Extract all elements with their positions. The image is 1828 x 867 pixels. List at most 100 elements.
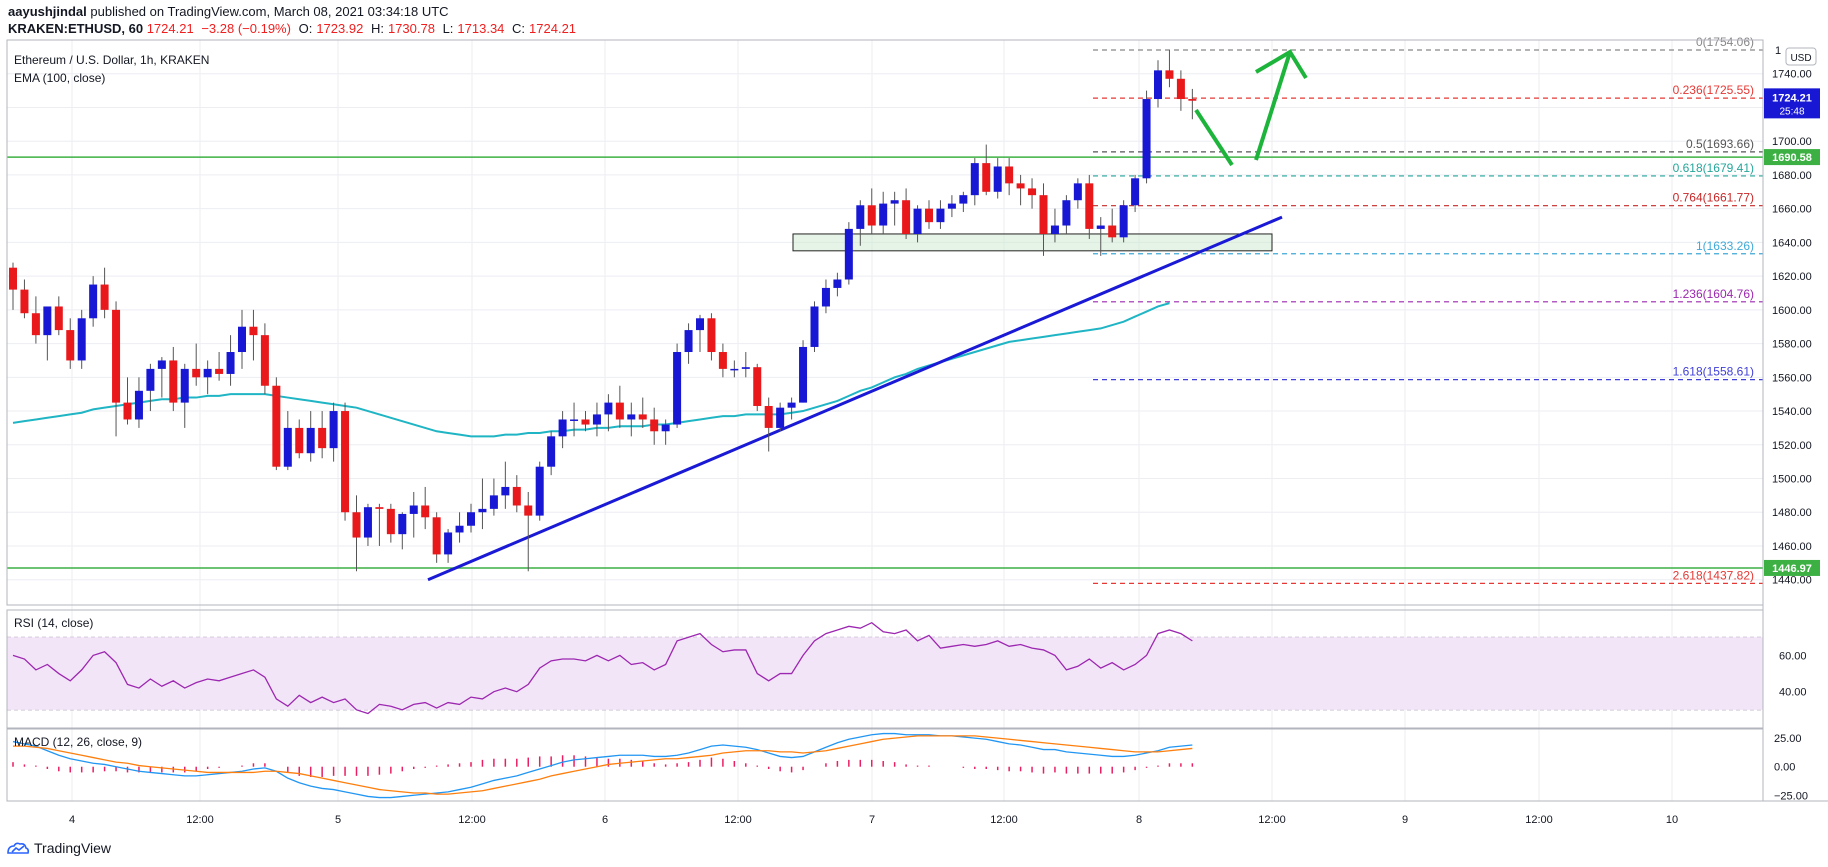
candle-body <box>787 402 796 408</box>
price-axis[interactable]: 1740.001720.001700.001680.001660.001640.… <box>1764 45 1820 802</box>
trendline[interactable] <box>427 215 1283 582</box>
candle-body <box>375 507 384 509</box>
fib-level-label: 1.236(1604.76) <box>1673 287 1754 301</box>
signal-line <box>13 735 1193 795</box>
candle <box>1005 158 1014 196</box>
candle <box>77 309 86 369</box>
price-change: −3.28 (−0.19%) <box>201 21 291 36</box>
candle-body <box>226 352 235 374</box>
candle-body <box>753 367 762 406</box>
projection-arrows[interactable] <box>1194 49 1308 167</box>
candle-body <box>741 367 750 369</box>
open-value: 1723.92 <box>316 21 364 36</box>
publisher-name[interactable]: aayushjindal <box>8 4 87 19</box>
fib-level-label: 2.618(1437.82) <box>1673 568 1754 582</box>
ema-label: EMA (100, close) <box>14 71 105 85</box>
candle-body <box>1028 188 1037 196</box>
chart-title: Ethereum / U.S. Dollar, 1h, KRAKEN <box>14 53 209 67</box>
candle <box>409 492 418 538</box>
ohlc-header: KRAKEN:ETHUSD, 60 1724.21 −3.28 (−0.19%)… <box>8 21 580 36</box>
candle <box>661 419 670 445</box>
candle-body <box>1188 99 1197 101</box>
candle <box>764 397 773 452</box>
candle-body <box>970 163 979 196</box>
tradingview-logo[interactable]: TradingView <box>6 840 111 856</box>
price-chart[interactable]: 0(1754.06) 0.236(1725.55) 0.5(1693.66) 0.61… <box>0 0 1828 835</box>
candle-body <box>1062 200 1071 226</box>
candle-body <box>1005 166 1014 184</box>
candle <box>638 397 647 428</box>
candle <box>844 222 853 285</box>
currency-badge[interactable]: USD <box>1785 47 1817 66</box>
candle-body <box>283 427 292 467</box>
candle-body <box>650 419 659 432</box>
projection-arrow-up <box>1254 51 1292 161</box>
time-tick-label: 12:00 <box>186 814 214 826</box>
candle-body <box>421 505 430 518</box>
candle <box>592 402 601 437</box>
candle <box>43 306 52 361</box>
candle <box>318 411 327 459</box>
candle <box>1142 90 1151 184</box>
candle-body <box>1085 183 1094 229</box>
candle <box>776 402 785 432</box>
time-tick-label: 12:00 <box>1525 814 1553 826</box>
candle <box>226 335 235 386</box>
candle <box>157 357 166 398</box>
candle-body <box>1142 99 1151 179</box>
candle-body <box>432 517 441 555</box>
candle <box>100 267 109 319</box>
candle-body <box>535 466 544 516</box>
support-tag-label: 1690.58 <box>1772 152 1812 164</box>
candle-body <box>341 411 350 513</box>
candle-body <box>764 405 773 428</box>
candle <box>444 529 453 563</box>
candle <box>1062 195 1071 234</box>
candle-body <box>215 368 224 374</box>
last-price: 1724.21 <box>146 21 194 36</box>
candle-body <box>925 208 933 223</box>
candle <box>604 394 613 432</box>
candle <box>489 478 498 516</box>
candle <box>386 503 395 543</box>
candle <box>753 363 762 412</box>
price-tick-label: 1700.00 <box>1772 136 1812 148</box>
candle <box>432 512 441 563</box>
candle <box>398 512 407 550</box>
pane-frame <box>6 39 1764 606</box>
candle <box>925 200 933 229</box>
support-tag-bg <box>1764 559 1820 576</box>
candle <box>730 360 739 378</box>
candle-body <box>547 436 556 467</box>
candle <box>146 363 155 412</box>
candle <box>329 402 338 462</box>
candle <box>478 478 487 530</box>
time-axis[interactable]: 4 12:00 5 12:00 6 12:00 7 12:00 8 12:00 9 12:00 10 <box>69 814 1678 826</box>
candle-body <box>1176 78 1185 100</box>
consolidation-box[interactable] <box>792 233 1273 252</box>
candle-body <box>9 267 17 290</box>
candle-body <box>947 203 956 209</box>
candle <box>913 205 922 243</box>
candle-body <box>169 360 178 403</box>
candle-body <box>444 532 453 555</box>
pane-labels: Ethereum / U.S. Dollar, 1h, KRAKEN EMA (… <box>14 47 1817 749</box>
time-tick-label: 5 <box>335 814 341 826</box>
rsi-line <box>12 621 1193 715</box>
candle-body <box>260 335 269 386</box>
candle-body <box>993 166 1002 192</box>
candle <box>936 200 945 229</box>
projection-arrow-down <box>1194 108 1234 167</box>
candle <box>295 419 304 459</box>
price-tick-label: 1660.00 <box>1772 204 1812 216</box>
support-price-tag: 1690.58 <box>1764 149 1820 166</box>
candle <box>879 191 888 234</box>
pane-frame <box>6 728 1764 802</box>
candle <box>570 402 579 437</box>
time-tick-label: 12:00 <box>458 814 486 826</box>
candle-body <box>295 427 304 454</box>
fibonacci-levels: 0(1754.06) 0.236(1725.55) 0.5(1693.66) 0.61… <box>1093 35 1763 584</box>
fib-level-label: 1.618(1558.61) <box>1673 365 1754 379</box>
price-tick-label: 1680.00 <box>1772 170 1812 182</box>
pane-frames <box>6 39 1828 802</box>
